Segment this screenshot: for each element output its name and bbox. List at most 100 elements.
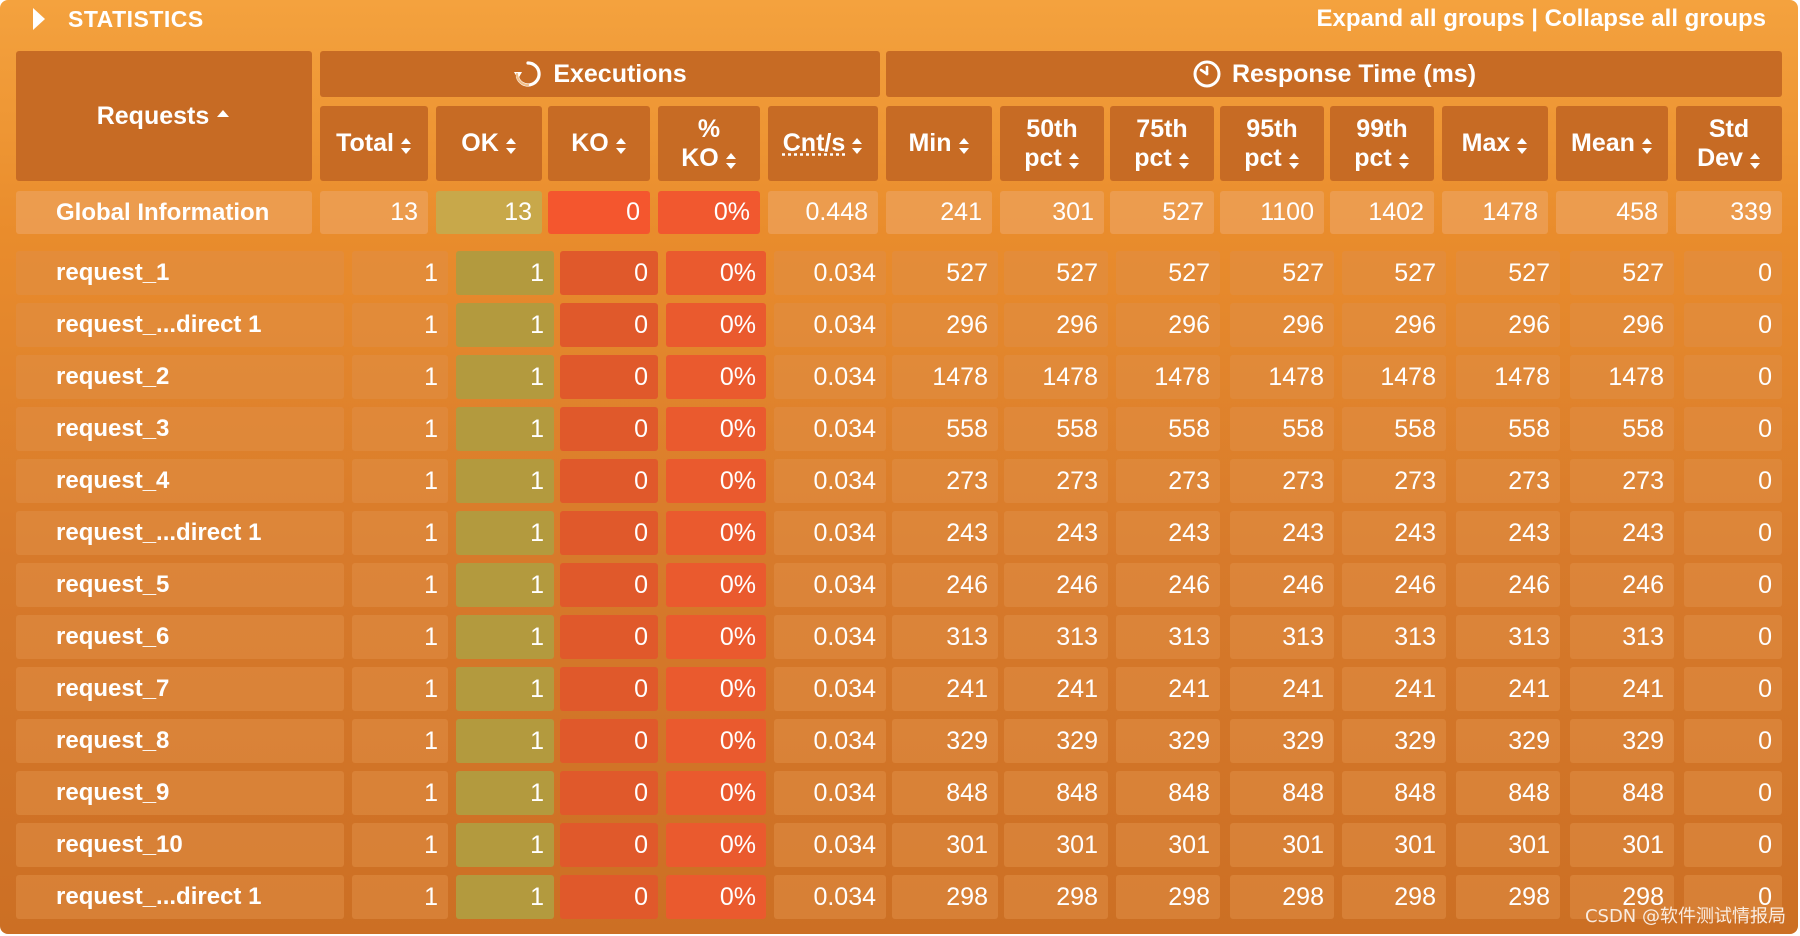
p75-cell: 273 xyxy=(1116,459,1220,503)
min-cell: 273 xyxy=(892,459,998,503)
p75-header-label-2: pct xyxy=(1134,143,1172,172)
request-name-cell[interactable]: request_...direct 1 xyxy=(16,303,344,347)
request-name-cell[interactable]: Global Information xyxy=(16,191,312,234)
requests-header[interactable]: Requests xyxy=(16,51,312,181)
p99-cell: 241 xyxy=(1342,667,1446,711)
sort-icon xyxy=(1068,149,1080,169)
request-name-cell[interactable]: request_1 xyxy=(16,251,344,295)
ko-header-label: KO xyxy=(571,129,609,157)
total-cell: 1 xyxy=(352,563,448,607)
p99-header-label-1: 99th xyxy=(1356,114,1408,143)
ko-cell: 0 xyxy=(560,511,658,555)
pct-ko-cell: 0% xyxy=(666,355,766,399)
p99-cell: 1402 xyxy=(1330,191,1434,234)
request-name-cell[interactable]: request_...direct 1 xyxy=(16,875,344,919)
min-cell: 298 xyxy=(892,875,998,919)
total-header[interactable]: Total xyxy=(320,106,428,181)
std-dev-cell: 339 xyxy=(1676,191,1782,234)
response-time-group-label: Response Time (ms) xyxy=(1231,59,1477,88)
p75-cell: 558 xyxy=(1116,407,1220,451)
mean-header[interactable]: Mean xyxy=(1556,106,1668,181)
clock-icon xyxy=(1193,60,1221,88)
ok-cell: 1 xyxy=(456,823,554,867)
p50-cell: 298 xyxy=(1004,875,1108,919)
ok-header[interactable]: OK xyxy=(436,106,542,181)
ko-cell: 0 xyxy=(560,355,658,399)
request-name-cell[interactable]: request_10 xyxy=(16,823,344,867)
std-dev-cell: 0 xyxy=(1684,563,1782,607)
triangle-right-icon[interactable] xyxy=(33,8,45,30)
request-name-cell[interactable]: request_...direct 1 xyxy=(16,511,344,555)
request-name-cell[interactable]: request_6 xyxy=(16,615,344,659)
request-name-cell[interactable]: request_2 xyxy=(16,355,344,399)
min-cell: 296 xyxy=(892,303,998,347)
cnts-header-label: Cnt/s xyxy=(782,129,846,157)
sort-icon xyxy=(1516,134,1528,154)
total-cell: 1 xyxy=(352,355,448,399)
mean-cell: 273 xyxy=(1570,459,1674,503)
ok-header-label: OK xyxy=(461,129,499,157)
p75-cell: 246 xyxy=(1116,563,1220,607)
total-cell: 1 xyxy=(352,771,448,815)
p99-cell: 313 xyxy=(1342,615,1446,659)
max-cell: 301 xyxy=(1456,823,1560,867)
mean-cell: 313 xyxy=(1570,615,1674,659)
p99-cell: 243 xyxy=(1342,511,1446,555)
p95-header[interactable]: 95th pct xyxy=(1220,106,1324,181)
p75-cell: 527 xyxy=(1116,251,1220,295)
ok-cell: 1 xyxy=(456,875,554,919)
p95-cell: 296 xyxy=(1230,303,1334,347)
request-name-cell[interactable]: request_3 xyxy=(16,407,344,451)
p99-cell: 301 xyxy=(1342,823,1446,867)
p99-header[interactable]: 99th pct xyxy=(1330,106,1434,181)
request-name-cell[interactable]: request_4 xyxy=(16,459,344,503)
min-cell: 313 xyxy=(892,615,998,659)
p99-cell: 273 xyxy=(1342,459,1446,503)
ko-cell: 0 xyxy=(560,251,658,295)
pct-ko-header[interactable]: % KO xyxy=(658,106,760,181)
ok-cell: 1 xyxy=(456,251,554,295)
p99-header-label-2: pct xyxy=(1354,143,1392,172)
mean-cell: 296 xyxy=(1570,303,1674,347)
mean-cell: 1478 xyxy=(1570,355,1674,399)
request-name-cell[interactable]: request_9 xyxy=(16,771,344,815)
min-cell: 1478 xyxy=(892,355,998,399)
sort-icon xyxy=(1398,149,1410,169)
ko-cell: 0 xyxy=(560,459,658,503)
ok-cell: 1 xyxy=(456,511,554,555)
expand-all-groups-link[interactable]: Expand all groups xyxy=(1316,5,1525,32)
pct-ko-cell: 0% xyxy=(666,251,766,295)
p50-header[interactable]: 50th pct xyxy=(1000,106,1104,181)
ok-cell: 1 xyxy=(456,771,554,815)
std-dev-cell: 0 xyxy=(1684,459,1782,503)
collapse-all-groups-link[interactable]: Collapse all groups xyxy=(1544,5,1766,32)
cnts-cell: 0.448 xyxy=(768,191,878,234)
cnts-header[interactable]: Cnt/s xyxy=(768,106,878,181)
request-name-cell[interactable]: request_5 xyxy=(16,563,344,607)
p50-cell: 273 xyxy=(1004,459,1108,503)
p75-cell: 848 xyxy=(1116,771,1220,815)
p75-header[interactable]: 75th pct xyxy=(1110,106,1214,181)
min-header[interactable]: Min xyxy=(886,106,992,181)
request-name-cell[interactable]: request_8 xyxy=(16,719,344,763)
ko-header[interactable]: KO xyxy=(548,106,650,181)
p50-header-label-2: pct xyxy=(1024,143,1062,172)
total-cell: 1 xyxy=(352,719,448,763)
actions-separator: | xyxy=(1531,5,1538,32)
statistics-title: STATISTICS xyxy=(68,6,204,32)
p75-cell: 296 xyxy=(1116,303,1220,347)
pct-ko-header-label-1: % xyxy=(697,114,721,143)
ok-cell: 1 xyxy=(456,615,554,659)
p95-cell: 301 xyxy=(1230,823,1334,867)
p75-cell: 1478 xyxy=(1116,355,1220,399)
cnts-cell: 0.034 xyxy=(774,563,886,607)
pct-ko-cell: 0% xyxy=(666,667,766,711)
max-header[interactable]: Max xyxy=(1442,106,1548,181)
p50-cell: 243 xyxy=(1004,511,1108,555)
cnts-cell: 0.034 xyxy=(774,407,886,451)
std-dev-header[interactable]: Std Dev xyxy=(1676,106,1782,181)
pct-ko-cell: 0% xyxy=(666,823,766,867)
p95-cell: 246 xyxy=(1230,563,1334,607)
request-name-cell[interactable]: request_7 xyxy=(16,667,344,711)
mean-cell: 241 xyxy=(1570,667,1674,711)
